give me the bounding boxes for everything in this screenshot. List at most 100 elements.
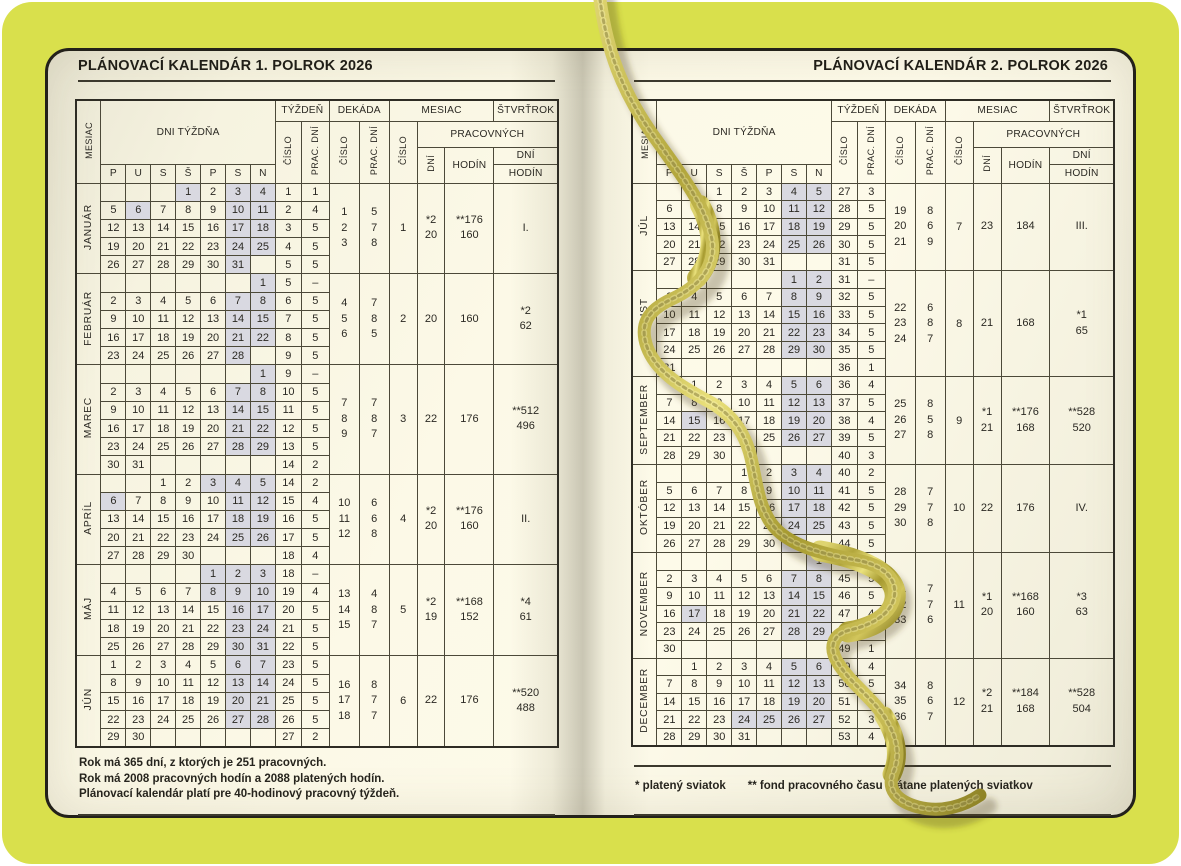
mesiac-prac-hodin-cell: **168 160: [1000, 551, 1051, 659]
day-cell: 20: [100, 528, 127, 548]
header-stvrtrok-dni: DNÍ: [1049, 146, 1115, 165]
header-mesiac-cislo: ČÍSLO: [388, 120, 418, 184]
day-cell: 30: [706, 727, 733, 747]
week-row: NOVEMBER 1 44–31 32 33 7 7 6 11 *1 20 **168 160 *3 63: [631, 551, 1115, 659]
day-cell: 28: [175, 637, 202, 657]
week-number-cell: 14: [274, 455, 302, 475]
week-number-cell: 31: [830, 252, 858, 272]
day-cell: 29: [150, 546, 177, 566]
day-cell: 4: [781, 182, 807, 202]
day-cell: [706, 639, 733, 659]
footer-line: Plánovací kalendár platí pre 40-hodinový…: [79, 788, 400, 800]
day-cell: 5: [100, 200, 127, 220]
stvrtrok-cell: II.: [493, 473, 559, 566]
day-cell: [656, 551, 683, 571]
page-title-right: PLÁNOVACÍ KALENDÁR 2. POLROK 2026: [813, 58, 1108, 74]
day-cell: [731, 551, 758, 571]
day-cell: [805, 252, 832, 272]
week-row: 29 30 27 2: [76, 728, 558, 748]
day-cell: 31: [225, 255, 251, 275]
day-cell: 1: [200, 564, 227, 584]
day-cell: 3: [150, 655, 177, 675]
dekada-cislo-cell: 13 14 15: [328, 564, 360, 657]
day-cell: 17: [150, 691, 177, 711]
day-cell: 5: [781, 376, 807, 395]
day-cell: 17: [681, 604, 708, 624]
month-label: JÚL: [631, 182, 658, 272]
day-cell: 24: [249, 618, 276, 639]
header-day-letter: P: [200, 163, 227, 184]
day-cell: 5: [200, 655, 227, 675]
mesiac-prac-dni-cell: *1 20: [972, 551, 1002, 659]
day-cell: 23: [656, 622, 683, 641]
week-row: 9 10 11 12 13 14 15 11 5: [76, 400, 558, 420]
day-cell: [681, 551, 708, 571]
day-cell: [731, 358, 758, 378]
mesiac-cislo-cell: 3: [388, 364, 418, 475]
week-number-cell: 42: [830, 499, 858, 518]
week-row: 19 20 21 22 23 24 25 4 5: [76, 237, 558, 257]
day-cell: 29: [100, 728, 127, 748]
week-number-cell: 35: [830, 340, 858, 360]
day-cell: 11: [150, 309, 177, 330]
day-cell: [805, 534, 832, 553]
day-cell: 10: [225, 200, 251, 220]
day-cell: 10: [249, 582, 276, 602]
day-cell: 12: [656, 499, 683, 518]
header-stvrtrok-hodin: HODÍN: [1049, 163, 1115, 184]
day-cell: [200, 273, 227, 293]
stvrtrok-cell: *4 61: [493, 564, 559, 657]
day-cell: 21: [225, 327, 251, 348]
day-cell: 19: [200, 691, 227, 711]
day-cell: [175, 273, 202, 293]
day-cell: 2: [656, 569, 683, 589]
day-cell: 3: [681, 569, 708, 589]
day-cell: 24: [656, 340, 683, 360]
week-number-cell: 4: [274, 237, 302, 257]
day-cell: 4: [805, 464, 832, 483]
bottom-rule-left: [78, 814, 555, 816]
day-cell: [681, 639, 708, 659]
header-tyzden-prac-dni: PRAC. DNÍ: [856, 120, 886, 184]
header-day-letter: P: [756, 163, 783, 184]
header-dni-tyzdna: DNI TÝŽDŇA: [100, 99, 276, 165]
day-cell: 22: [731, 516, 758, 536]
day-cell: 17: [731, 411, 758, 430]
week-workdays-cell: 5: [300, 237, 330, 257]
day-cell: 10: [756, 200, 783, 219]
day-cell: 4: [225, 473, 251, 493]
mesiac-prac-hodin-cell: 176: [1000, 464, 1051, 553]
month-label: APRÍL: [75, 473, 102, 566]
day-cell: [781, 551, 807, 571]
mesiac-prac-hodin-cell: **176 168: [1000, 376, 1051, 465]
week-number-cell: 52: [830, 710, 858, 729]
day-cell: 7: [225, 291, 251, 311]
week-workdays-cell: 5: [856, 516, 886, 536]
day-cell: 18: [756, 692, 783, 712]
day-cell: [175, 455, 202, 475]
day-cell: 23: [756, 516, 783, 536]
day-cell: 8: [100, 673, 127, 693]
day-cell: 20: [150, 618, 177, 639]
header-dni-tyzdna: DNI TÝŽDŇA: [656, 99, 832, 165]
day-cell: 13: [225, 673, 251, 693]
day-cell: 28: [656, 727, 683, 747]
day-cell: 9: [805, 288, 832, 307]
day-cell: 10: [125, 309, 152, 330]
header-day-letter: S: [706, 163, 733, 184]
day-cell: 5: [731, 569, 758, 589]
mesiac-prac-hodin-cell: **168 152: [444, 564, 495, 657]
day-cell: 26: [175, 346, 202, 366]
day-cell: [781, 252, 807, 272]
day-cell: 4: [756, 657, 783, 677]
calendar-table-h1: MESIAC DNI TÝŽDŇA TÝŽDEŇ DEKÁDA MESIAC ŠTVRŤR…: [75, 99, 559, 748]
day-cell: 7: [656, 675, 683, 694]
header-pracovnych: PRACOVNÝCH: [972, 120, 1115, 148]
day-cell: 26: [781, 710, 807, 729]
page-title-left: PLÁNOVACÍ KALENDÁR 1. POLROK 2026: [78, 58, 373, 74]
mesiac-prac-dni-cell: *1 21: [972, 376, 1002, 465]
